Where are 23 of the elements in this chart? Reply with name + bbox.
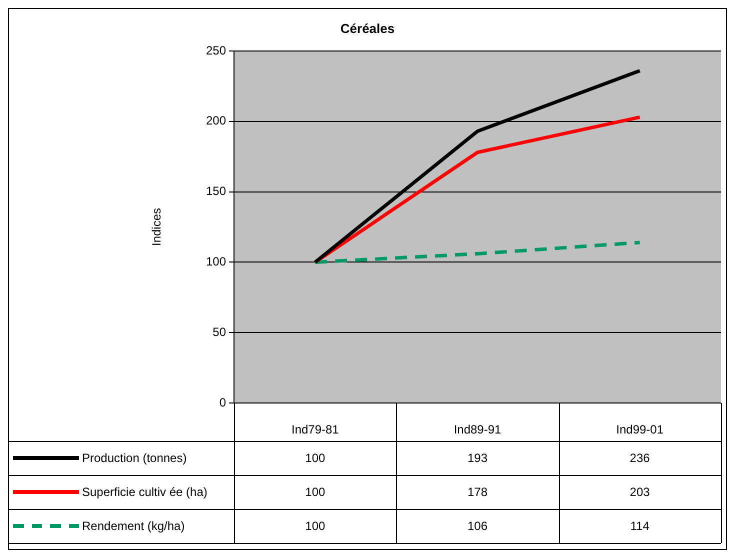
x-tick-label: Ind99-01	[616, 422, 664, 437]
y-tick-label: 50	[212, 324, 226, 339]
legend-label: Rendement (kg/ha)	[82, 519, 185, 533]
data-label: 100	[304, 450, 326, 467]
y-axis-title: Indices	[149, 208, 164, 246]
data-label: 100	[304, 484, 326, 501]
y-tick-label: 100	[206, 254, 226, 269]
y-tick-label: 200	[206, 114, 226, 128]
data-label: 106	[466, 518, 488, 535]
data-label: 178	[466, 484, 488, 501]
data-label: 100	[304, 518, 326, 535]
y-tick-label: 150	[206, 184, 226, 198]
data-label: 193	[466, 450, 488, 467]
data-label: 203	[628, 484, 651, 501]
x-tick-label: Ind89-91	[454, 422, 502, 437]
x-tick-label: Ind79-81	[291, 422, 340, 437]
legend-label: Superficie cultiv ée (ha)	[82, 485, 208, 499]
y-tick-label: 250	[206, 43, 226, 58]
data-label: 114	[629, 518, 650, 535]
legend-label: Production (tonnes)	[82, 451, 187, 465]
y-tick-label: 0	[219, 395, 226, 410]
chart-title: Céréales	[339, 21, 396, 36]
data-label: 236	[628, 450, 651, 467]
